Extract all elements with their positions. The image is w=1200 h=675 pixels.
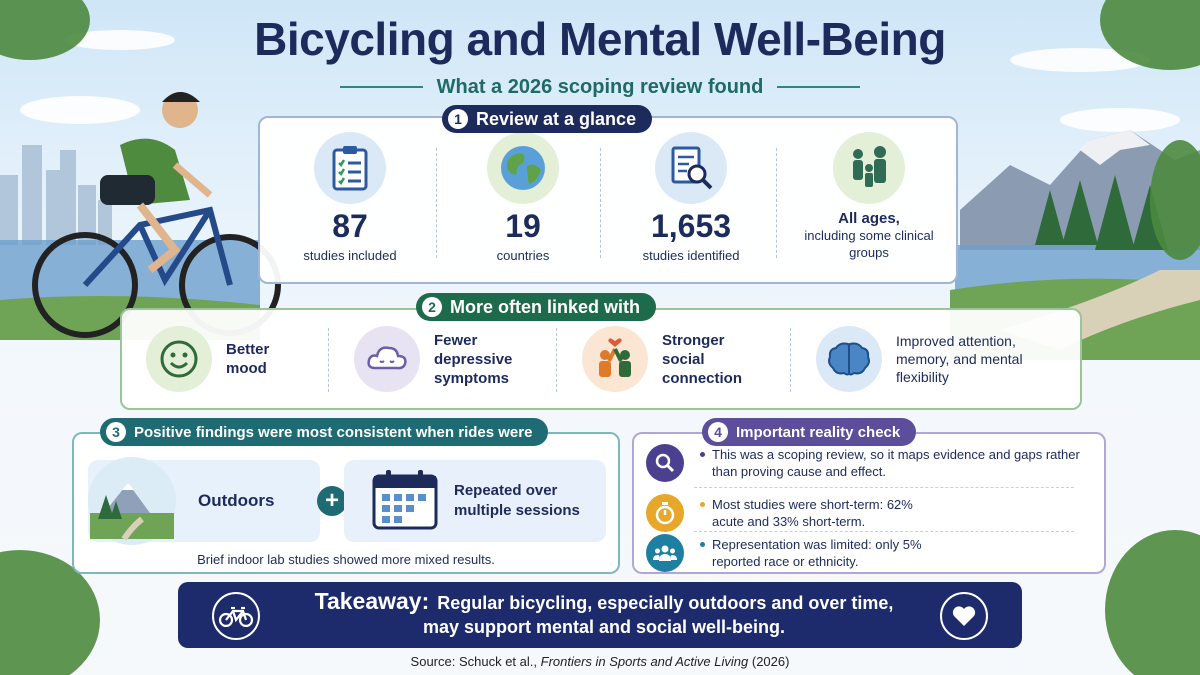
divider bbox=[694, 531, 1074, 532]
outdoors-card: Outdoors bbox=[88, 457, 320, 545]
divider bbox=[556, 328, 557, 392]
section-1-header: 1 Review at a glance bbox=[442, 105, 653, 133]
linked-label-cognition: Improved attention, memory, and mental f… bbox=[896, 333, 1023, 385]
stopwatch-icon bbox=[646, 494, 684, 532]
calendar-icon bbox=[372, 470, 438, 530]
divider bbox=[694, 487, 1074, 488]
plus-icon: + bbox=[317, 486, 347, 516]
outdoors-label: Outdoors bbox=[198, 491, 275, 510]
stat-value-studies-included: 87 bbox=[332, 208, 368, 244]
family-people-icon bbox=[833, 132, 905, 204]
section-4-header: 4 Important reality check bbox=[702, 418, 917, 446]
reality-item-short-term: Most studies were short-term: 62% acute … bbox=[646, 488, 1086, 538]
section-2-number: 2 bbox=[422, 297, 442, 317]
indoor-note: Brief indoor lab studies showed more mix… bbox=[197, 552, 495, 567]
reality-text-short-term: Most studies were short-term: 62% acute … bbox=[698, 496, 918, 530]
divider bbox=[776, 148, 777, 258]
stat-studies-identified: 1,653 studies identified bbox=[616, 132, 766, 264]
reality-text-representation: Representation was limited: only 5% repo… bbox=[698, 536, 938, 570]
linked-item-social: Stronger social connection bbox=[582, 326, 752, 392]
subtitle-rule-left bbox=[340, 86, 423, 88]
takeaway-banner: Takeaway: Regular bicycling, especially o… bbox=[178, 582, 1022, 648]
high-five-people-icon bbox=[582, 326, 648, 392]
consistent-findings-panel: Outdoors + Repeated over multiple sessio… bbox=[72, 432, 620, 574]
stat-label-all-ages: All ages, including some clinical groups bbox=[794, 210, 944, 261]
linked-item-depression: Fewer depressive symptoms bbox=[354, 326, 524, 392]
group-people-icon bbox=[646, 534, 684, 572]
stat-value-studies-identified: 1,653 bbox=[650, 208, 732, 244]
page-title: Bicycling and Mental Well-Being bbox=[254, 13, 946, 65]
stat-studies-included: 87 studies included bbox=[275, 132, 425, 264]
stat-label-studies-included: studies included bbox=[303, 248, 397, 263]
linked-label-depression: Fewer depressive symptoms bbox=[434, 331, 513, 387]
stat-label-countries: countries bbox=[496, 248, 550, 263]
bicycle-icon bbox=[212, 592, 260, 640]
source-citation: Source: Schuck et al., Frontiers in Spor… bbox=[0, 654, 1200, 669]
heart-icon bbox=[940, 592, 988, 640]
reality-item-representation: Representation was limited: only 5% repo… bbox=[646, 528, 1086, 578]
smiley-face-icon bbox=[146, 326, 212, 392]
section-3-header: 3 Positive findings were most consistent… bbox=[100, 418, 549, 446]
magnifier-icon bbox=[646, 444, 684, 482]
clipboard-checklist-icon bbox=[314, 132, 386, 204]
linked-label-social: Stronger social connection bbox=[662, 331, 743, 387]
cyclist-illustration bbox=[32, 92, 281, 338]
source-prefix: Source: Schuck et al., bbox=[410, 654, 541, 669]
repeated-sessions-card: Repeated over multiple sessions bbox=[344, 460, 606, 542]
reality-check-panel: This was a scoping review, so it maps ev… bbox=[632, 432, 1106, 574]
divider bbox=[600, 148, 601, 258]
divider bbox=[436, 148, 437, 258]
linked-label-mood: Better mood bbox=[226, 341, 270, 377]
subtitle-row: What a 2026 scoping review found bbox=[340, 74, 860, 100]
source-journal: Frontiers in Sports and Active Living bbox=[540, 654, 749, 669]
review-at-a-glance-panel: 87 studies included 19 countries 1,653 s… bbox=[258, 116, 958, 284]
section-1-number: 1 bbox=[448, 109, 468, 129]
takeaway-line-2: may support mental and social well-being… bbox=[422, 617, 786, 637]
section-4-title: Important reality check bbox=[736, 423, 901, 441]
stat-label-studies-identified: studies identified bbox=[642, 248, 740, 263]
divider bbox=[328, 328, 329, 392]
section-3-title: Positive findings were most consistent w… bbox=[134, 423, 533, 441]
repeated-sessions-label: Repeated over multiple sessions bbox=[454, 482, 580, 519]
stat-all-ages: All ages, including some clinical groups bbox=[794, 132, 944, 261]
brain-icon bbox=[816, 326, 882, 392]
takeaway-line-1: Regular bicycling, especially outdoors a… bbox=[437, 593, 894, 613]
subtitle-rule-right bbox=[777, 86, 860, 88]
stat-value-all-ages: All ages, bbox=[838, 210, 900, 227]
stat-value-countries: 19 bbox=[505, 208, 541, 244]
section-2-title: More often linked with bbox=[450, 296, 641, 317]
outdoors-landscape-icon bbox=[88, 457, 176, 545]
reality-item-scoping: This was a scoping review, so it maps ev… bbox=[646, 438, 1086, 488]
section-2-header: 2 More often linked with bbox=[416, 293, 657, 321]
takeaway-label: Takeaway: bbox=[314, 588, 430, 614]
globe-icon bbox=[487, 132, 559, 204]
more-often-linked-panel: Better mood Fewer depressive symptoms St… bbox=[120, 308, 1082, 410]
section-4-number: 4 bbox=[708, 422, 728, 442]
page-subtitle: What a 2026 scoping review found bbox=[436, 75, 764, 98]
takeaway-text: Takeaway: Regular bicycling, especially o… bbox=[284, 589, 924, 639]
section-3-number: 3 bbox=[106, 422, 126, 442]
linked-item-cognition: Improved attention, memory, and mental f… bbox=[816, 326, 1026, 392]
source-suffix: (2026) bbox=[748, 654, 790, 669]
cloud-icon bbox=[354, 326, 420, 392]
linked-item-mood: Better mood bbox=[146, 326, 296, 392]
stat-countries: 19 countries bbox=[448, 132, 598, 264]
stat-sublabel-all-ages: including some clinical groups bbox=[804, 228, 934, 260]
section-1-title: Review at a glance bbox=[476, 108, 637, 129]
document-search-icon bbox=[655, 132, 727, 204]
reality-text-scoping: This was a scoping review, so it maps ev… bbox=[698, 446, 1086, 480]
divider bbox=[790, 328, 791, 392]
